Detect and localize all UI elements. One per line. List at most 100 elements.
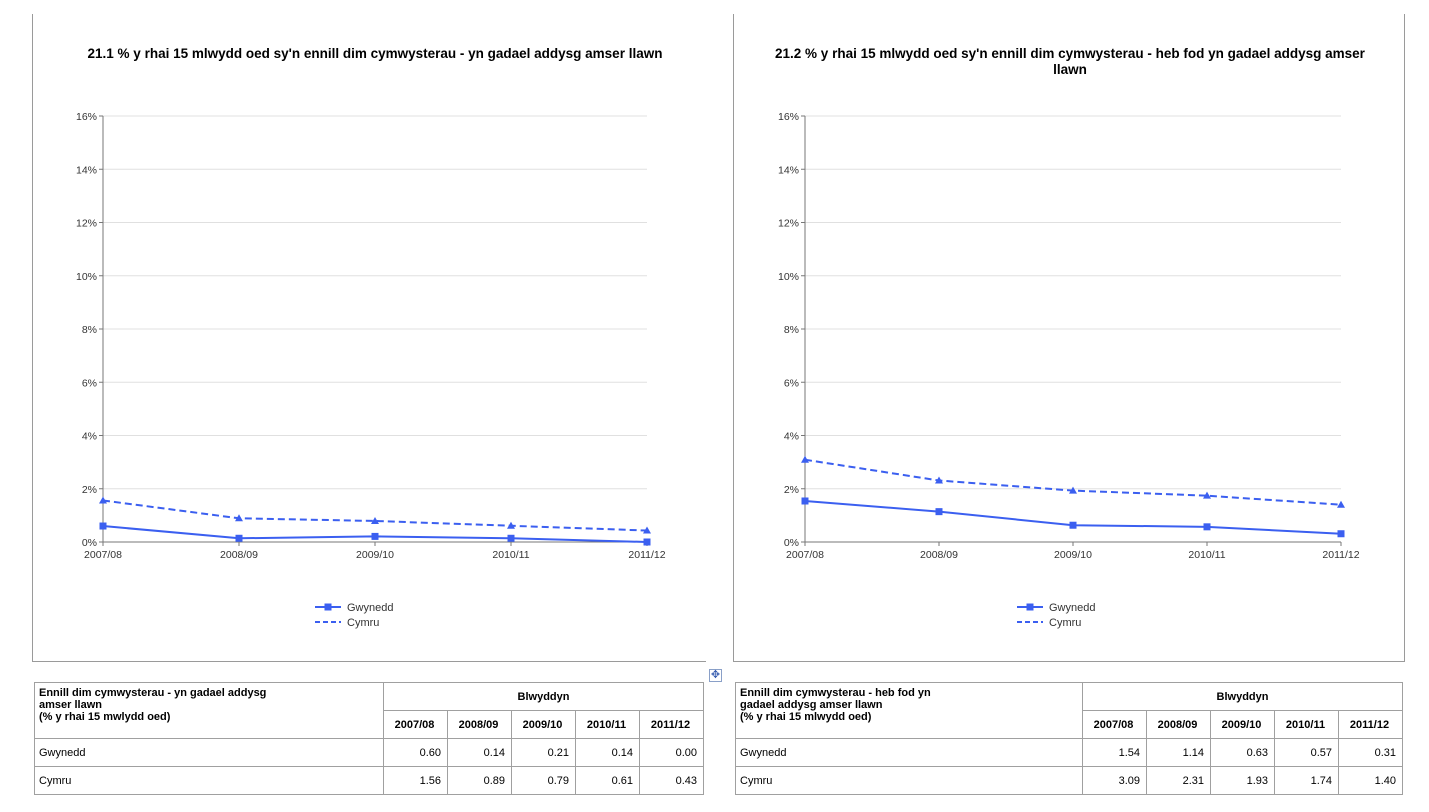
year-header: 2011/12 <box>1338 710 1403 739</box>
year-header: 2009/10 <box>511 710 576 739</box>
data-point-gwynedd <box>801 497 809 505</box>
corner-header-line: Ennill dim cymwysterau - yn gadael addys… <box>39 687 267 699</box>
line-chart-2: 0% 2% 4% 6% 8% 10% 12% 14% 16% 2007/08 2008/09 2009… <box>778 111 1360 629</box>
year-header: 2010/11 <box>575 710 640 739</box>
y-tick-label: 16% <box>778 111 799 123</box>
y-tick-label: 12% <box>778 218 799 230</box>
year-header: 2008/09 <box>447 710 512 739</box>
data-point-gwynedd <box>235 534 243 542</box>
x-tick-label: 2007/08 <box>84 549 122 561</box>
y-tick-label: 14% <box>76 164 97 176</box>
table-cell: 0.14 <box>447 738 512 767</box>
data-point-gwynedd <box>371 532 379 540</box>
table-cell: 1.14 <box>1146 738 1211 767</box>
legend-marker <box>324 603 332 611</box>
y-tick-label: 0% <box>82 537 97 549</box>
y-tick-label: 16% <box>76 111 97 123</box>
y-tick-label: 6% <box>784 377 799 389</box>
table-row: Gwynedd 0.60 0.14 0.21 0.14 0.00 <box>34 738 704 767</box>
table-cell: 0.00 <box>639 738 704 767</box>
line-chart-1: 0% 2% 4% 6% 8% 10% 12% 14% 16% 2007/08 2008/09 2009… <box>76 111 666 629</box>
row-label: Gwynedd <box>735 738 1083 767</box>
year-header: 2008/09 <box>1146 710 1211 739</box>
table-cell: 0.89 <box>447 766 512 795</box>
data-point-cymru <box>371 516 379 524</box>
data-point-gwynedd <box>935 508 943 516</box>
table-cell: 0.63 <box>1210 738 1275 767</box>
group-header: Blwyddyn <box>1082 682 1403 711</box>
move-arrows-icon[interactable]: ✥ <box>709 669 722 682</box>
y-tick-label: 6% <box>82 377 97 389</box>
data-point-cymru <box>507 521 515 529</box>
table-corner-header: Ennill dim cymwysterau - yn gadael addys… <box>34 682 384 739</box>
data-point-cymru <box>935 476 943 484</box>
table-cell: 1.93 <box>1210 766 1275 795</box>
corner-header-line: gadael addysg amser llawn <box>740 699 883 711</box>
data-point-cymru <box>1203 491 1211 499</box>
series-line-gwynedd <box>804 500 1342 535</box>
x-tick-label: 2011/12 <box>1322 549 1359 561</box>
y-tick-label: 4% <box>784 431 799 443</box>
table-corner-header: Ennill dim cymwysterau - heb fod yn gada… <box>735 682 1083 739</box>
chart-panel-2: 21.2 % y rhai 15 mlwydd oed sy'n ennill … <box>733 14 1405 662</box>
data-point-cymru <box>801 455 809 463</box>
year-header: 2007/08 <box>1082 710 1147 739</box>
y-tick-label: 8% <box>784 324 799 336</box>
x-tick-label: 2009/10 <box>1054 549 1092 561</box>
data-point-cymru <box>1337 500 1345 508</box>
x-tick-label: 2011/12 <box>628 549 665 561</box>
chart-panel-1: 21.1 % y rhai 15 mlwydd oed sy'n ennill … <box>32 14 706 662</box>
table-cell: 1.74 <box>1274 766 1339 795</box>
x-tick-label: 2008/09 <box>220 549 258 561</box>
table-row: Cymru 1.56 0.89 0.79 0.61 0.43 <box>34 766 704 795</box>
data-table-2: Ennill dim cymwysterau - heb fod yn gada… <box>735 682 1403 795</box>
x-tick-label: 2010/11 <box>492 549 529 561</box>
table-cell: 0.60 <box>383 738 448 767</box>
x-tick-label: 2009/10 <box>356 549 394 561</box>
table-cell: 0.61 <box>575 766 640 795</box>
table-cell: 2.31 <box>1146 766 1211 795</box>
data-point-gwynedd <box>99 522 107 530</box>
table-cell: 0.14 <box>575 738 640 767</box>
data-point-cymru <box>235 514 243 522</box>
legend-label: Cymru <box>1049 617 1081 629</box>
chart-title: 21.2 % y rhai 15 mlwydd oed sy'n ennill … <box>775 46 1365 77</box>
table-cell: 3.09 <box>1082 766 1147 795</box>
year-header: 2011/12 <box>639 710 704 739</box>
table-cell: 1.40 <box>1338 766 1403 795</box>
legend-label: Gwynedd <box>347 602 393 614</box>
table-header-row: Ennill dim cymwysterau - yn gadael addys… <box>34 682 704 739</box>
data-point-gwynedd <box>643 538 651 546</box>
y-tick-label: 12% <box>76 218 97 230</box>
table-cell: 1.54 <box>1082 738 1147 767</box>
corner-header-line: (% y rhai 15 mwlydd oed) <box>39 711 171 723</box>
table-cell: 0.57 <box>1274 738 1339 767</box>
data-point-gwynedd <box>507 534 515 542</box>
data-point-gwynedd <box>1069 521 1077 529</box>
year-header: 2007/08 <box>383 710 448 739</box>
table-cell: 1.56 <box>383 766 448 795</box>
corner-header-line: Ennill dim cymwysterau - heb fod yn <box>740 687 931 699</box>
year-header: 2009/10 <box>1210 710 1275 739</box>
series-line-cymru <box>804 458 1342 506</box>
data-point-cymru <box>99 496 107 504</box>
x-tick-label: 2010/11 <box>1188 549 1225 561</box>
table-cell: 0.31 <box>1338 738 1403 767</box>
series-line-cymru <box>102 499 648 532</box>
table-row: Gwynedd 1.54 1.14 0.63 0.57 0.31 <box>735 738 1403 767</box>
group-header: Blwyddyn <box>383 682 704 711</box>
legend-label: Gwynedd <box>1049 602 1095 614</box>
table-cell: 0.21 <box>511 738 576 767</box>
table-header-row: Ennill dim cymwysterau - heb fod yn gada… <box>735 682 1403 739</box>
x-tick-label: 2007/08 <box>786 549 824 561</box>
data-point-cymru <box>643 526 651 534</box>
table-row: Cymru 3.09 2.31 1.93 1.74 1.40 <box>735 766 1403 795</box>
table-cell: 0.79 <box>511 766 576 795</box>
data-table-1: Ennill dim cymwysterau - yn gadael addys… <box>34 682 704 795</box>
data-point-gwynedd <box>1337 530 1345 538</box>
data-point-cymru <box>1069 486 1077 494</box>
y-tick-label: 10% <box>76 271 97 283</box>
y-tick-label: 0% <box>784 537 799 549</box>
row-label: Cymru <box>735 766 1083 795</box>
corner-header-line: (% y rhai 15 mlwydd oed) <box>740 711 872 723</box>
